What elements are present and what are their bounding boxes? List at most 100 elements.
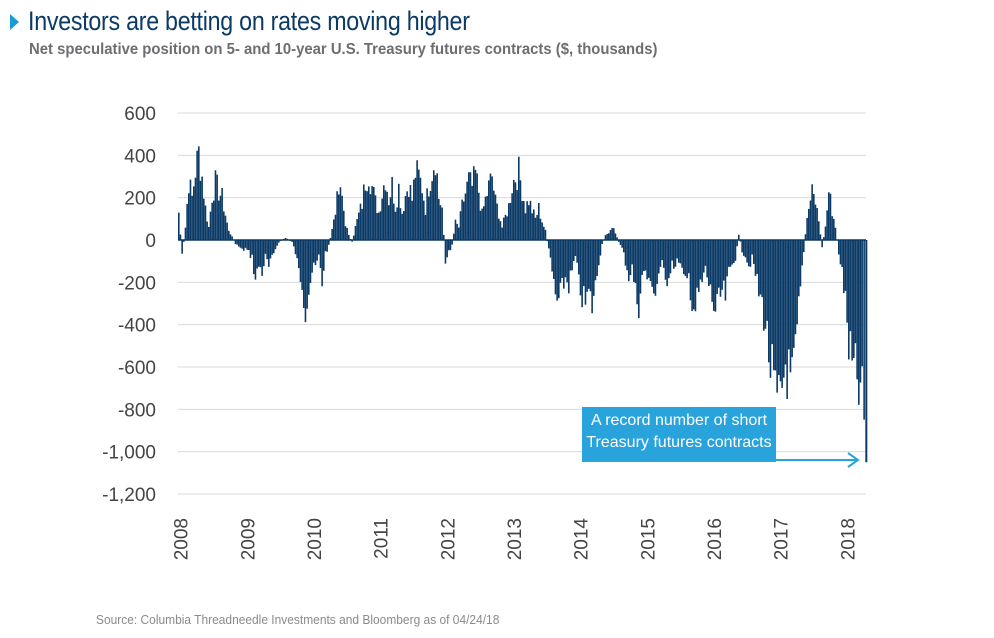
bar	[646, 240, 648, 280]
bar	[508, 203, 510, 240]
bar	[664, 240, 667, 280]
bar	[748, 240, 750, 267]
y-tick-label: -1,000	[102, 443, 156, 464]
bar	[446, 240, 448, 258]
bar	[591, 240, 593, 314]
bar	[784, 240, 787, 365]
bar	[721, 240, 723, 290]
bar	[366, 191, 368, 240]
bar	[391, 176, 393, 240]
bar	[228, 230, 230, 240]
bar	[364, 190, 367, 240]
y-tick-label: 200	[124, 189, 156, 210]
bar	[749, 240, 752, 267]
y-tick-label: -1,200	[102, 485, 156, 506]
bar	[313, 240, 315, 263]
bar	[688, 240, 690, 274]
bar	[586, 240, 588, 292]
bar	[821, 240, 823, 248]
bar	[666, 240, 668, 287]
bar	[816, 208, 818, 240]
bar	[826, 210, 828, 240]
bar	[683, 240, 685, 275]
bar	[793, 240, 795, 348]
bar	[359, 203, 362, 240]
bar	[839, 240, 842, 265]
bar	[194, 177, 197, 240]
bar	[219, 195, 222, 240]
bar	[733, 240, 735, 263]
bar	[614, 233, 617, 240]
bar	[694, 240, 697, 312]
bar	[481, 208, 483, 240]
bar	[426, 188, 428, 240]
bar	[466, 181, 468, 240]
bar	[473, 166, 475, 240]
bar	[398, 183, 400, 240]
bar	[814, 204, 817, 240]
bar	[456, 223, 458, 240]
bar	[331, 228, 333, 240]
bar	[833, 218, 835, 240]
bar	[413, 179, 415, 240]
bar	[609, 230, 612, 240]
bar	[668, 240, 670, 279]
bar	[348, 234, 350, 240]
title-marker-icon	[10, 13, 19, 30]
bar	[368, 186, 370, 240]
bar	[434, 175, 437, 240]
bar	[654, 240, 657, 296]
bar	[566, 240, 568, 283]
bar	[244, 240, 247, 248]
y-axis-ticks: 600 400 200 0 -200 -400 -600 -800 -1,000 -1,200	[102, 104, 156, 506]
bar	[693, 240, 695, 310]
bar	[321, 240, 323, 287]
bar	[699, 240, 702, 280]
bar	[571, 240, 573, 271]
bar	[521, 201, 523, 240]
bar	[343, 210, 345, 240]
bar	[828, 192, 830, 240]
bar	[779, 240, 782, 382]
bar	[179, 234, 182, 240]
bar	[358, 212, 360, 240]
bar	[631, 240, 633, 265]
bar	[618, 240, 620, 242]
bar	[624, 240, 627, 266]
bar	[684, 240, 687, 277]
bar	[504, 214, 507, 240]
bar	[501, 227, 503, 240]
bar	[336, 191, 338, 240]
bar	[786, 240, 788, 400]
annotation-arrow-head	[847, 452, 860, 468]
bar	[416, 160, 418, 240]
bar	[291, 240, 293, 242]
bar	[498, 218, 500, 240]
bar	[354, 225, 357, 240]
bar	[516, 190, 518, 240]
bar	[569, 240, 572, 271]
bar	[769, 240, 772, 378]
bar	[443, 234, 445, 240]
bar	[584, 240, 587, 305]
bar	[544, 229, 547, 240]
x-tick-label: 2015	[638, 518, 659, 560]
bar	[363, 184, 365, 240]
bar	[543, 226, 545, 240]
bar	[511, 193, 513, 240]
bar	[493, 190, 495, 240]
bar	[806, 217, 808, 240]
bar	[703, 240, 705, 273]
bar	[551, 240, 553, 272]
x-tick-label: 2009	[238, 518, 259, 560]
bar	[439, 205, 442, 240]
bar	[386, 191, 388, 240]
bar	[526, 201, 528, 240]
bar	[438, 198, 440, 240]
bar	[251, 240, 253, 255]
bar	[865, 240, 868, 463]
bar	[298, 240, 300, 269]
bar	[716, 240, 718, 294]
bar	[284, 237, 287, 240]
bar	[778, 240, 780, 376]
